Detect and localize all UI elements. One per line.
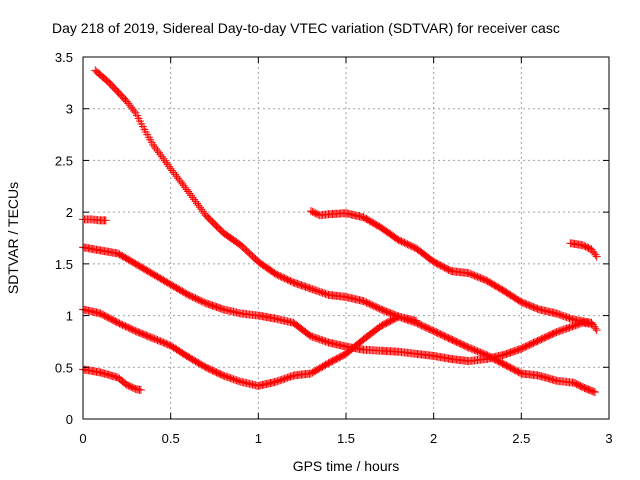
y-tick-label: 1.5 [55, 257, 73, 272]
x-tick-label: 2.5 [512, 431, 530, 446]
y-axis-label: SDTVAR / TECUs [5, 182, 21, 294]
x-tick-label: 1.5 [337, 431, 355, 446]
x-tick-label: 3 [605, 431, 612, 446]
y-tick-label: 1 [66, 309, 73, 324]
series-markers [306, 207, 601, 335]
x-tick-label: 0.5 [162, 431, 180, 446]
chart-title: Day 218 of 2019, Sidereal Day-to-day VTE… [52, 20, 560, 36]
series-markers [79, 243, 596, 366]
series-markers [566, 239, 601, 261]
series-markers [79, 215, 110, 225]
x-tick-label: 0 [79, 431, 86, 446]
series-track-3 [79, 243, 596, 366]
y-axis-ticks: 0 0.5 1 1.5 2 2.5 3 3.5 [55, 50, 609, 427]
series-track-7 [566, 239, 601, 261]
series-markers [79, 365, 145, 394]
data-points [79, 66, 601, 397]
series-track-2 [79, 215, 110, 225]
y-tick-label: 3 [66, 102, 73, 117]
y-tick-label: 2.5 [55, 153, 73, 168]
grid [83, 57, 609, 419]
x-axis-label: GPS time / hours [293, 458, 400, 474]
series-track-6 [306, 207, 601, 335]
series-track-5 [79, 365, 145, 394]
y-tick-label: 2 [66, 205, 73, 220]
x-tick-label: 1 [255, 431, 262, 446]
y-tick-label: 3.5 [55, 50, 73, 65]
y-tick-label: 0 [66, 412, 73, 427]
y-tick-label: 0.5 [55, 360, 73, 375]
x-tick-label: 2 [430, 431, 437, 446]
x-axis-ticks: 0 0.5 1 1.5 2 2.5 3 [79, 57, 613, 446]
